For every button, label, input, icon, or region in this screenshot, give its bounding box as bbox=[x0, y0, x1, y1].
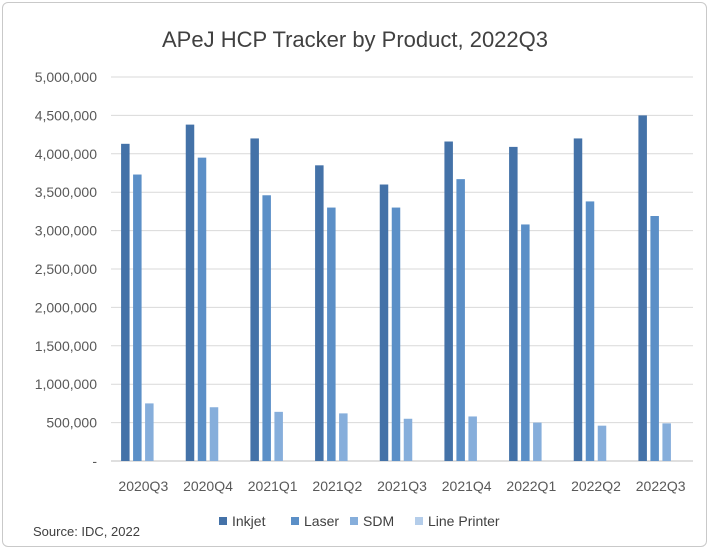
x-tick-label: 2021Q1 bbox=[248, 478, 298, 494]
legend: Inkjet Laser SDM Line Printer bbox=[219, 513, 500, 529]
x-axis-ticks: 2020Q3 2020Q4 2021Q1 2021Q2 2021Q3 2021Q4 2022… bbox=[118, 478, 685, 494]
bar-inkjet bbox=[444, 141, 453, 461]
bar-inkjet bbox=[379, 184, 389, 461]
legend-label: Laser bbox=[304, 513, 339, 529]
y-axis-ticks: - 500,000 1,000,000 1,500,000 2,000,000 2,500… bbox=[35, 69, 98, 469]
bar-laser bbox=[391, 207, 401, 461]
bar-inkjet bbox=[638, 115, 647, 462]
bar-laser bbox=[327, 207, 336, 461]
bars bbox=[121, 115, 671, 462]
x-tick-label: 2020Q4 bbox=[183, 478, 233, 494]
y-tick-label: 2,500,000 bbox=[35, 261, 97, 277]
bar-sdm bbox=[209, 407, 219, 461]
bar-inkjet bbox=[185, 124, 195, 461]
legend-label: Line Printer bbox=[428, 513, 500, 529]
bar-laser bbox=[585, 201, 595, 461]
bar-sdm bbox=[145, 403, 154, 461]
bar-sdm bbox=[597, 425, 607, 461]
legend-swatch bbox=[219, 517, 227, 525]
y-tick-label: 5,000,000 bbox=[35, 69, 97, 85]
bar-laser bbox=[456, 179, 465, 462]
bar-sdm bbox=[403, 418, 413, 461]
bar-sdm bbox=[274, 411, 283, 461]
bar-inkjet bbox=[250, 138, 259, 461]
x-tick-label: 2022Q2 bbox=[571, 478, 621, 494]
y-tick-label: 3,500,000 bbox=[35, 184, 97, 200]
bar-laser bbox=[133, 174, 142, 461]
y-tick-label: 4,000,000 bbox=[35, 146, 97, 162]
bar-chart: APeJ HCP Tracker by Product, 2022Q3 - 500… bbox=[33, 27, 693, 539]
legend-label: SDM bbox=[363, 513, 394, 529]
y-tick-label: 1,000,000 bbox=[35, 376, 97, 392]
x-tick-label: 2022Q3 bbox=[636, 478, 686, 494]
y-tick-label: 2,000,000 bbox=[35, 299, 97, 315]
bar-inkjet bbox=[509, 146, 518, 461]
bar-sdm bbox=[468, 416, 477, 461]
legend-swatch bbox=[350, 517, 358, 525]
y-tick-label: 4,500,000 bbox=[35, 107, 97, 123]
y-tick-label: - bbox=[92, 453, 97, 469]
bar-inkjet bbox=[573, 138, 583, 461]
bar-sdm bbox=[339, 413, 348, 461]
bar-inkjet bbox=[121, 143, 130, 462]
chart-title: APeJ HCP Tracker by Product, 2022Q3 bbox=[162, 27, 548, 52]
bar-sdm bbox=[533, 422, 542, 461]
x-tick-label: 2021Q3 bbox=[377, 478, 427, 494]
bar-sdm bbox=[662, 423, 671, 461]
y-tick-label: 1,500,000 bbox=[35, 338, 97, 354]
y-tick-label: 3,000,000 bbox=[35, 223, 97, 239]
gridlines bbox=[111, 76, 693, 462]
x-tick-label: 2022Q1 bbox=[506, 478, 556, 494]
bar-laser bbox=[197, 157, 207, 461]
legend-swatch bbox=[291, 517, 299, 525]
bar-laser bbox=[650, 216, 659, 461]
legend-swatch bbox=[415, 517, 423, 525]
bar-inkjet bbox=[315, 165, 324, 461]
bar-laser bbox=[521, 224, 530, 461]
y-tick-label: 500,000 bbox=[46, 415, 97, 431]
x-tick-label: 2021Q2 bbox=[312, 478, 362, 494]
bar-laser bbox=[262, 195, 271, 461]
source-note: Source: IDC, 2022 bbox=[33, 524, 140, 539]
legend-label: Inkjet bbox=[232, 513, 266, 529]
x-tick-label: 2020Q3 bbox=[118, 478, 168, 494]
x-tick-label: 2021Q4 bbox=[442, 478, 492, 494]
